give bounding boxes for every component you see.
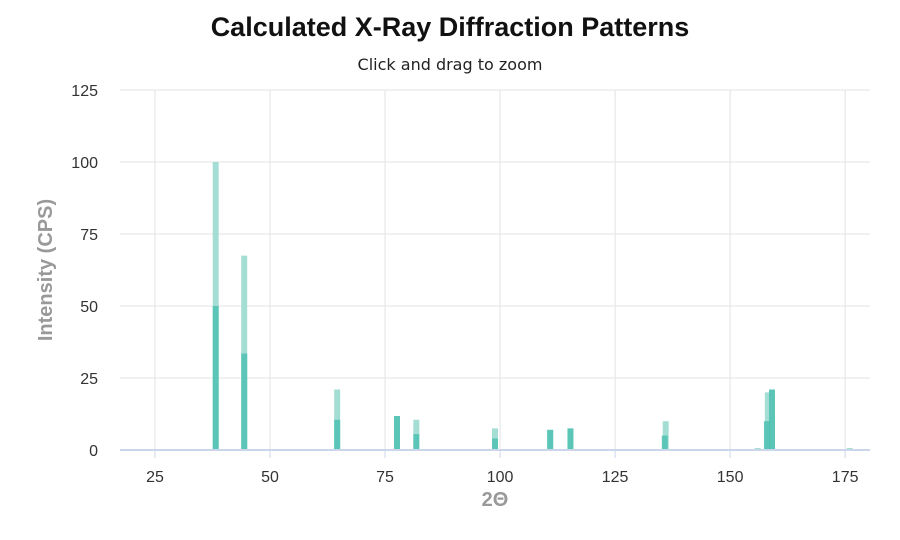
y-tick-label: 100: [71, 155, 98, 172]
x-tick-label: 25: [146, 469, 164, 486]
x-tick-label: 125: [602, 469, 629, 486]
bar-total: [241, 255, 248, 450]
chart-title: Calculated X-Ray Diffraction Patterns: [210, 12, 690, 42]
x-axis-label: 2Θ: [482, 489, 509, 511]
bar-component: [567, 428, 574, 450]
bar-component: [212, 306, 219, 450]
y-tick-label: 50: [80, 299, 98, 316]
x-tick-label: 150: [717, 469, 744, 486]
x-tick-label: 75: [376, 469, 394, 486]
bar-component: [547, 429, 554, 450]
bar-component: [394, 416, 400, 450]
bar-component: [769, 389, 775, 450]
y-tick-label: 125: [71, 83, 98, 100]
bar-component: [763, 421, 770, 450]
y-tick-label: 0: [89, 443, 98, 460]
bar-component: [241, 353, 248, 450]
x-tick-label: 50: [261, 469, 279, 486]
bar-component: [334, 419, 341, 450]
bar-component: [661, 435, 668, 450]
y-tick-label: 25: [80, 371, 98, 388]
bar-total: [754, 447, 761, 450]
chart-subtitle: Click and drag to zoom: [357, 55, 543, 74]
bar-component: [413, 434, 420, 450]
bar-component: [492, 438, 498, 450]
bar-total: [846, 447, 853, 450]
x-tick-label: 100: [487, 469, 514, 486]
x-tick-label: 175: [832, 469, 859, 486]
y-tick-label: 75: [80, 227, 98, 244]
y-axis-label: Intensity (CPS): [35, 199, 57, 341]
